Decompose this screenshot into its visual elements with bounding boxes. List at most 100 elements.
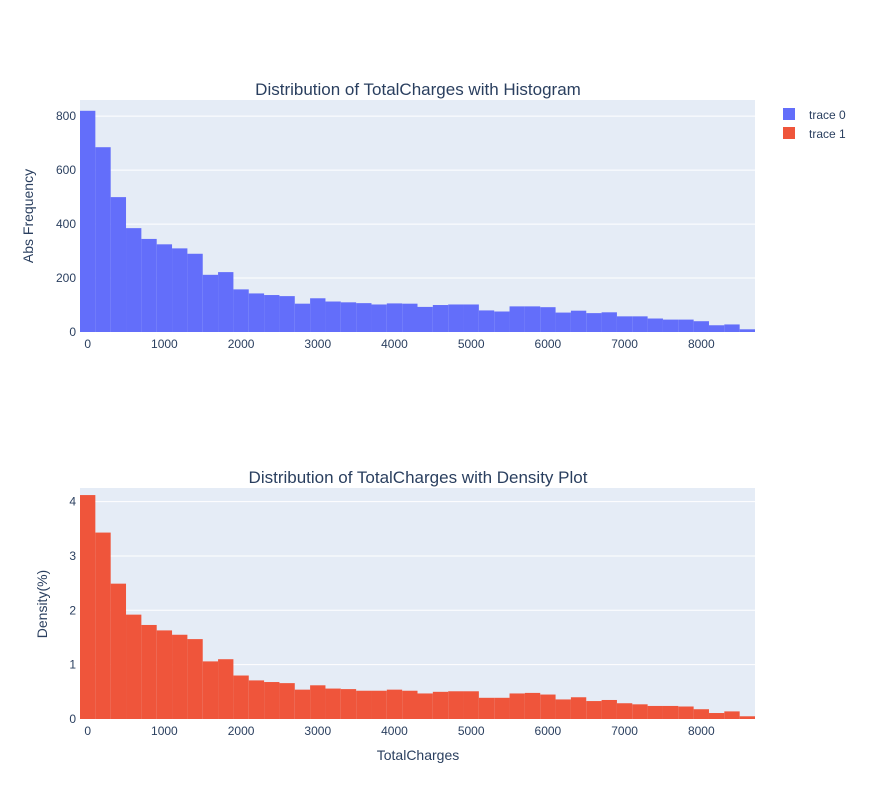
histogram-bars[interactable] [80, 110, 755, 332]
density-y-axis-label: Density(%) [34, 570, 50, 638]
histogram-bar[interactable] [662, 319, 679, 332]
histogram-bar[interactable] [386, 303, 403, 332]
density-bar[interactable] [601, 699, 617, 719]
histogram-bar[interactable] [172, 248, 188, 332]
histogram-bar[interactable] [233, 289, 249, 332]
density-bar[interactable] [586, 701, 602, 719]
density-bar[interactable] [448, 691, 464, 719]
density-bar[interactable] [248, 680, 265, 719]
histogram-bar[interactable] [555, 312, 571, 332]
density-bar[interactable] [739, 716, 755, 719]
density-bar[interactable] [555, 699, 571, 719]
histogram-bar[interactable] [693, 321, 709, 332]
histogram-bar[interactable] [540, 307, 556, 332]
density-bar[interactable] [478, 697, 495, 719]
histogram-x-tick-label: 4000 [381, 337, 408, 351]
histogram-bar[interactable] [248, 293, 265, 332]
density-bar[interactable] [417, 693, 433, 719]
histogram-bar[interactable] [202, 274, 219, 332]
density-bar[interactable] [708, 713, 725, 719]
histogram-bar[interactable] [264, 295, 280, 332]
density-bar[interactable] [202, 661, 219, 719]
histogram-y-tick-label: 600 [56, 163, 76, 177]
histogram-bar[interactable] [325, 301, 341, 332]
histogram-bar[interactable] [739, 329, 755, 332]
density-bar[interactable] [524, 692, 541, 719]
density-bar[interactable] [693, 709, 709, 719]
density-bar[interactable] [172, 634, 188, 719]
histogram-bar[interactable] [524, 306, 541, 332]
legend-item-trace-1[interactable]: trace 1 [783, 127, 846, 141]
histogram-bar[interactable] [463, 304, 479, 332]
histogram-bar[interactable] [509, 306, 525, 332]
histogram-bar[interactable] [218, 272, 234, 332]
density-bar[interactable] [662, 705, 679, 719]
density-bar[interactable] [540, 694, 556, 719]
histogram-bar[interactable] [279, 296, 295, 332]
histogram-bar[interactable] [402, 303, 418, 332]
density-bar[interactable] [187, 639, 203, 719]
density-bar[interactable] [95, 532, 111, 719]
density-bar[interactable] [310, 685, 326, 719]
density-bars[interactable] [80, 495, 755, 719]
histogram-bar[interactable] [494, 311, 510, 332]
density-bar[interactable] [509, 693, 525, 719]
density-bar[interactable] [432, 691, 449, 719]
density-bar[interactable] [570, 697, 587, 719]
histogram-bar[interactable] [126, 228, 142, 332]
histogram-bar[interactable] [294, 303, 311, 332]
density-bar[interactable] [632, 704, 648, 719]
histogram-bar[interactable] [632, 316, 648, 332]
histogram-bar[interactable] [724, 324, 740, 332]
density-bar[interactable] [294, 689, 311, 719]
density-bar[interactable] [340, 689, 357, 719]
histogram-bar[interactable] [678, 319, 694, 332]
density-x-tick-label: 1000 [151, 724, 178, 738]
density-bar[interactable] [647, 705, 663, 719]
histogram-bar[interactable] [432, 305, 449, 332]
histogram-bar[interactable] [110, 197, 127, 332]
density-bar[interactable] [463, 691, 479, 719]
density-bar[interactable] [80, 495, 96, 719]
density-x-tick-label: 3000 [304, 724, 331, 738]
density-bar[interactable] [156, 630, 173, 719]
histogram-bar[interactable] [80, 110, 96, 332]
density-bar[interactable] [616, 703, 633, 719]
histogram-bar[interactable] [647, 318, 663, 332]
histogram-bar[interactable] [310, 298, 326, 332]
density-bar[interactable] [141, 624, 157, 719]
density-bar[interactable] [233, 675, 249, 719]
density-bar[interactable] [402, 690, 418, 719]
histogram-bar[interactable] [478, 310, 495, 332]
histogram-bar[interactable] [356, 303, 372, 332]
density-y-tick-label: 0 [69, 712, 76, 726]
legend-item-trace-0[interactable]: trace 0 [783, 108, 846, 122]
density-bar[interactable] [371, 690, 387, 719]
histogram-bar[interactable] [187, 253, 203, 332]
histogram-bar[interactable] [616, 316, 633, 332]
density-bar[interactable] [218, 659, 234, 719]
histogram-bar[interactable] [156, 244, 173, 332]
density-bar[interactable] [126, 614, 142, 719]
histogram-bar[interactable] [417, 306, 433, 332]
density-bar[interactable] [264, 682, 280, 719]
histogram-bar[interactable] [141, 238, 157, 332]
histogram-x-tick-label: 7000 [611, 337, 638, 351]
density-bar[interactable] [325, 688, 341, 719]
density-bar[interactable] [386, 689, 403, 719]
density-bar[interactable] [678, 706, 694, 719]
density-bar[interactable] [356, 690, 372, 719]
density-bar[interactable] [279, 683, 295, 719]
histogram-bar[interactable] [340, 302, 357, 332]
histogram-bar[interactable] [601, 312, 617, 332]
histogram-bar[interactable] [708, 325, 725, 332]
density-bar[interactable] [724, 711, 740, 719]
histogram-bar[interactable] [570, 310, 587, 332]
histogram-bar[interactable] [371, 304, 387, 332]
density-bar[interactable] [110, 583, 127, 719]
histogram-bar[interactable] [586, 313, 602, 332]
histogram-bar[interactable] [448, 304, 464, 332]
histogram-x-tick-label: 2000 [228, 337, 255, 351]
histogram-bar[interactable] [95, 147, 111, 332]
density-bar[interactable] [494, 697, 510, 719]
